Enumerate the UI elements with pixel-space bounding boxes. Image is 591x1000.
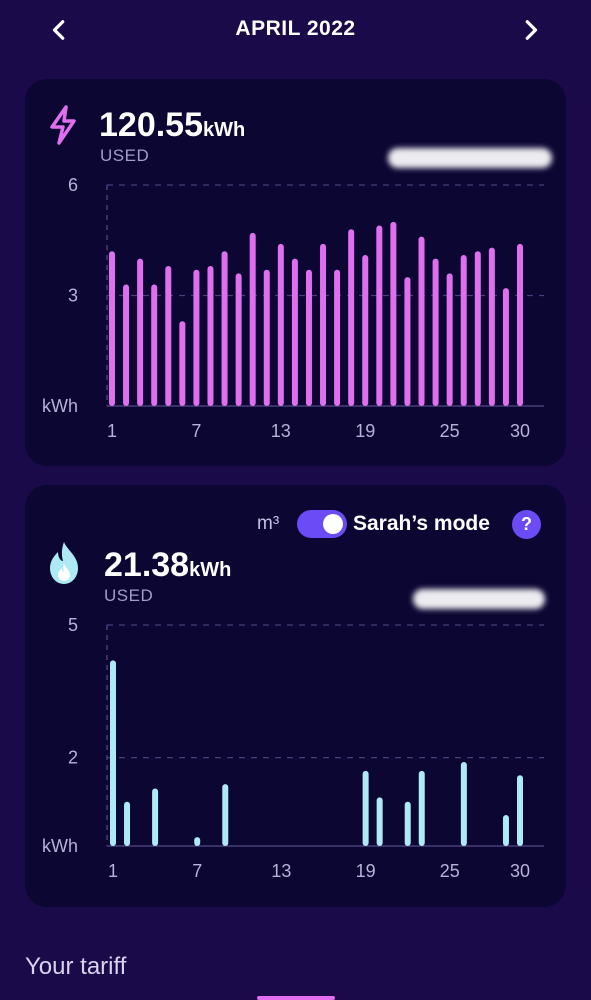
x-tick-label: 30 bbox=[510, 861, 530, 881]
x-tick-label: 7 bbox=[192, 861, 202, 881]
sarahs-mode-toggle[interactable] bbox=[297, 510, 347, 538]
next-month-button[interactable] bbox=[512, 12, 548, 48]
electricity-unit: kWh bbox=[203, 119, 246, 141]
x-tick-label: 30 bbox=[510, 421, 530, 441]
tariff-section-title: Your tariff bbox=[25, 953, 127, 980]
gas-chart: 5 2 kWh 1 7 13 19 25 30 bbox=[42, 615, 544, 881]
help-button[interactable]: ? bbox=[512, 510, 541, 539]
x-tick-label: 1 bbox=[107, 421, 117, 441]
x-tick-label: 19 bbox=[355, 421, 375, 441]
lightning-bolt-icon bbox=[50, 105, 76, 145]
x-tick-label: 25 bbox=[440, 861, 460, 881]
x-tick-label: 7 bbox=[191, 421, 201, 441]
month-title: APRIL 2022 bbox=[235, 17, 356, 40]
flame-icon bbox=[50, 542, 78, 584]
x-tick-label: 19 bbox=[356, 861, 376, 881]
electricity-card[interactable]: 120.55kWh USED 6 3 kWh 1 7 13 19 25 30 bbox=[25, 79, 566, 466]
y-tick-label: 3 bbox=[68, 286, 78, 306]
toggle-knob bbox=[323, 514, 343, 534]
y-tick-label: kWh bbox=[42, 836, 78, 856]
x-tick-label: 25 bbox=[440, 421, 460, 441]
electricity-value-number: 120.55 bbox=[99, 106, 203, 144]
chevron-right-icon bbox=[525, 20, 538, 40]
gas-value-number: 21.38 bbox=[104, 546, 190, 584]
electricity-used-label: USED bbox=[100, 146, 150, 165]
y-tick-label: kWh bbox=[42, 396, 78, 416]
previous-month-button[interactable] bbox=[42, 12, 78, 48]
tariff-card-peek bbox=[257, 996, 335, 1000]
electricity-usage-value: 120.55kWh bbox=[99, 108, 245, 142]
mode-label: Sarah’s mode bbox=[353, 512, 490, 535]
gas-usage-value: 21.38kWh bbox=[104, 548, 231, 582]
chevron-left-icon bbox=[52, 20, 65, 40]
m3-label: m³ bbox=[257, 513, 280, 534]
y-tick-label: 6 bbox=[68, 175, 78, 195]
redacted-meter-number bbox=[413, 589, 545, 609]
electricity-chart: 6 3 kWh 1 7 13 19 25 30 bbox=[42, 175, 544, 441]
month-header: APRIL 2022 bbox=[0, 0, 591, 60]
redacted-meter-number bbox=[388, 148, 552, 168]
gas-unit: kWh bbox=[189, 559, 232, 581]
y-tick-label: 5 bbox=[68, 615, 78, 635]
x-tick-label: 1 bbox=[108, 861, 118, 881]
x-tick-label: 13 bbox=[271, 421, 291, 441]
x-tick-label: 13 bbox=[271, 861, 291, 881]
gas-used-label: USED bbox=[104, 586, 154, 605]
gas-card[interactable]: m³ Sarah’s mode ? 21.38kWh USED 5 2 kWh 1 7 1… bbox=[25, 485, 566, 907]
y-tick-label: 2 bbox=[68, 748, 78, 768]
